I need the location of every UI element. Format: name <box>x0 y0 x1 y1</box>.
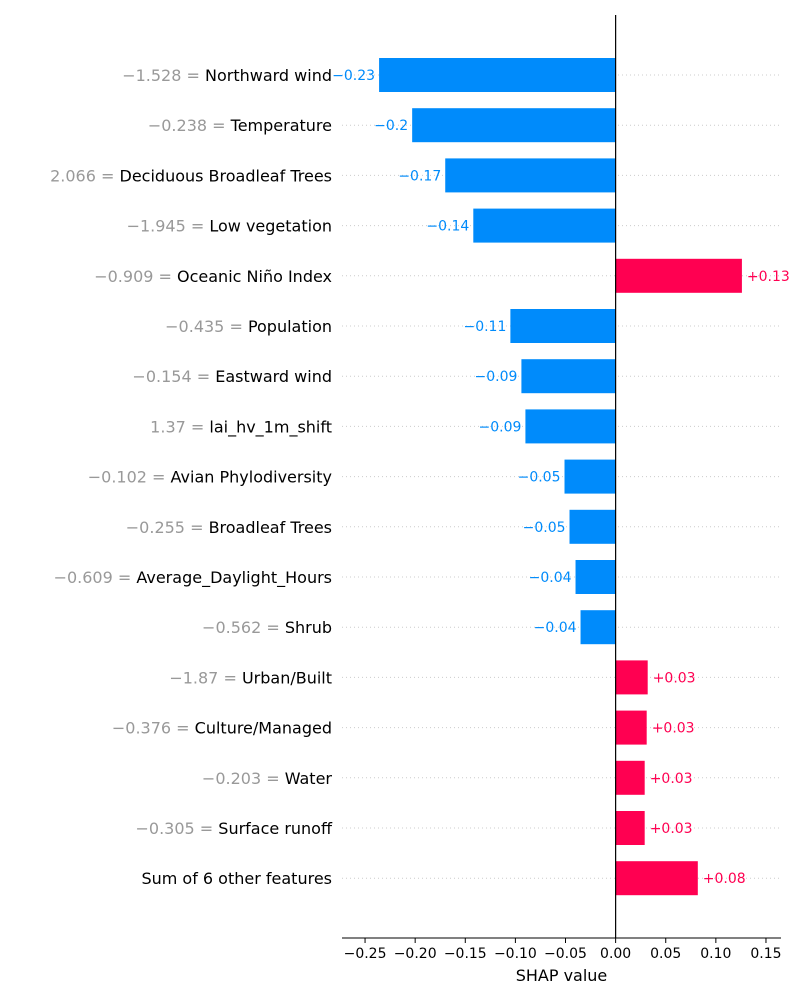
feature-name: Broadleaf Trees <box>209 518 332 537</box>
bar-value-label: +0.03 <box>652 721 695 737</box>
bar-negative <box>510 309 616 343</box>
feature-value: −1.528 = <box>122 66 205 85</box>
feature-label: Sum of 6 other features <box>141 869 332 888</box>
feature-label: −0.909 = Oceanic Niño Index <box>94 267 332 286</box>
bar-positive <box>615 258 742 293</box>
bar-negative <box>473 208 616 243</box>
bar-value-label: −0.17 <box>398 168 441 184</box>
feature-label: −0.609 = Average_Daylight_Hours <box>54 568 332 588</box>
bar-value-label: −0.05 <box>523 520 566 536</box>
bar-value-label: −0.09 <box>475 369 518 385</box>
bar-negative <box>412 108 616 143</box>
feature-name: Temperature <box>230 116 332 135</box>
feature-label: −0.255 = Broadleaf Trees <box>126 518 332 537</box>
bar-value-label: −0.05 <box>518 470 561 486</box>
x-tick-label: −0.10 <box>494 946 537 962</box>
bar-negative <box>580 610 616 645</box>
bar-positive <box>615 710 647 745</box>
feature-label: −1.87 = Urban/Built <box>169 668 332 687</box>
x-axis-title: SHAP value <box>516 966 608 985</box>
bar-value-label: +0.08 <box>703 871 746 887</box>
bar-value-label: −0.2 <box>374 118 408 134</box>
bar-positive <box>615 811 645 845</box>
feature-label: −0.376 = Culture/Managed <box>112 719 332 738</box>
x-tick-label: −0.25 <box>344 946 387 962</box>
feature-name: Low vegetation <box>209 217 332 236</box>
bar-negative <box>521 359 616 394</box>
feature-label: −0.435 = Population <box>165 317 332 336</box>
feature-value: −1.945 = <box>127 217 210 236</box>
bar-value-label: −0.14 <box>426 219 469 235</box>
gridlines <box>342 74 781 879</box>
bar-value-label: +0.03 <box>650 771 693 787</box>
bar-value-label: −0.04 <box>529 570 572 586</box>
bar-negative <box>575 560 616 594</box>
x-tick-label: −0.15 <box>444 946 487 962</box>
feature-label: −0.305 = Surface runoff <box>135 819 332 838</box>
feature-name: Northward wind <box>205 66 332 85</box>
feature-value: −0.154 = <box>132 367 215 386</box>
bar-value-label: −0.04 <box>534 620 577 636</box>
feature-name: Water <box>285 769 333 788</box>
feature-value: −0.305 = <box>135 819 218 838</box>
feature-name: Oceanic Niño Index <box>177 267 332 286</box>
bar-positive <box>615 760 645 795</box>
x-tick-label: 0.00 <box>600 946 631 962</box>
bar-value-label: −0.11 <box>463 319 506 335</box>
feature-label: −0.562 = Shrub <box>202 618 332 637</box>
feature-value: 1.37 = <box>150 417 209 436</box>
x-tick-label: −0.05 <box>544 946 587 962</box>
feature-value: −0.435 = <box>165 317 248 336</box>
feature-label: 2.066 = Deciduous Broadleaf Trees <box>50 166 332 185</box>
feature-name: lai_hv_1m_shift <box>209 417 332 437</box>
feature-label: −0.203 = Water <box>202 769 333 788</box>
bar-negative <box>525 409 616 444</box>
bar-value-label: −0.23 <box>332 68 375 84</box>
feature-label: −0.102 = Avian Phylodiversity <box>88 468 332 487</box>
feature-name: Sum of 6 other features <box>141 869 332 888</box>
bars <box>379 58 742 896</box>
feature-value: −0.238 = <box>148 116 231 135</box>
feature-label: −0.238 = Temperature <box>148 116 332 135</box>
bar-value-label: +0.03 <box>653 670 696 686</box>
feature-label: −1.945 = Low vegetation <box>127 217 332 236</box>
bar-positive <box>615 660 648 695</box>
feature-value: 2.066 = <box>50 166 119 185</box>
feature-name: Shrub <box>285 618 332 637</box>
x-tick-label: 0.05 <box>650 946 681 962</box>
feature-value: −0.909 = <box>94 267 177 286</box>
feature-name: Average_Daylight_Hours <box>136 568 332 588</box>
feature-label: −0.154 = Eastward wind <box>132 367 332 386</box>
bar-negative <box>569 509 616 544</box>
bar-value-label: +0.13 <box>747 269 790 285</box>
bar-negative <box>379 58 616 92</box>
bar-value-label: +0.03 <box>650 821 693 837</box>
feature-name: Urban/Built <box>242 668 332 687</box>
feature-label: −1.528 = Northward wind <box>122 66 332 85</box>
feature-value: −0.376 = <box>112 719 195 738</box>
bar-value-label: −0.09 <box>479 419 522 435</box>
feature-name: Population <box>248 317 332 336</box>
feature-label: 1.37 = lai_hv_1m_shift <box>150 417 332 437</box>
bar-negative <box>445 158 616 193</box>
feature-name: Deciduous Broadleaf Trees <box>120 166 333 185</box>
feature-value: −0.102 = <box>88 468 171 487</box>
x-tick-label: −0.20 <box>394 946 437 962</box>
bar-positive <box>615 861 698 896</box>
feature-value: −0.609 = <box>54 568 137 587</box>
feature-name: Eastward wind <box>215 367 332 386</box>
feature-value: −0.255 = <box>126 518 209 537</box>
x-tick-label: 0.10 <box>700 946 731 962</box>
feature-name: Culture/Managed <box>195 719 332 738</box>
feature-labels: −0.23−1.528 = Northward wind−0.2−0.238 =… <box>50 66 790 888</box>
feature-value: −1.87 = <box>169 668 242 687</box>
bar-negative <box>564 459 616 494</box>
x-axis: −0.25 −0.20 −0.15 −0.10 −0.05 0.00 0.05 0.10 0.1… <box>342 937 782 962</box>
feature-name: Avian Phylodiversity <box>171 468 332 487</box>
feature-value: −0.203 = <box>202 769 285 788</box>
feature-name: Surface runoff <box>218 819 333 838</box>
feature-value: −0.562 = <box>202 618 285 637</box>
x-tick-label: 0.15 <box>750 946 781 962</box>
